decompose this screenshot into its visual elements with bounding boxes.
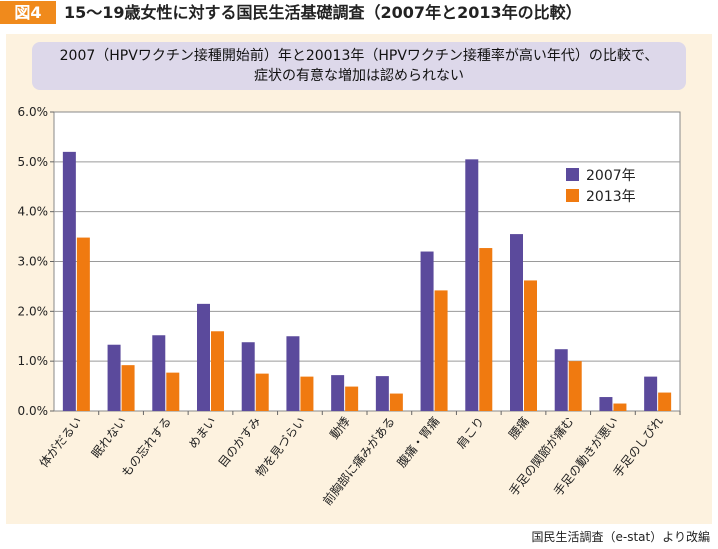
x-tick-label: 目のかすみ xyxy=(216,414,264,470)
subtitle-line-2: 症状の有意な増加は認められない xyxy=(254,68,464,84)
bar-2013 xyxy=(211,331,224,411)
y-tick-label: 6.0% xyxy=(18,105,49,119)
bar-2013 xyxy=(524,280,537,411)
x-tick-label: 腹痛・胃痛 xyxy=(394,414,443,471)
bar-2013 xyxy=(389,393,403,411)
y-tick-label: 4.0% xyxy=(18,205,49,219)
bar-2013 xyxy=(658,392,672,411)
y-tick-label: 5.0% xyxy=(18,155,49,169)
bar-2007 xyxy=(644,376,658,411)
bar-2013 xyxy=(166,372,180,411)
bar-2013 xyxy=(255,373,269,411)
source-note: 国民生活調査（e-stat）より改編 xyxy=(531,530,711,544)
bar-2013 xyxy=(568,361,582,411)
bar-2007 xyxy=(375,376,389,411)
y-tick-label: 0.0% xyxy=(18,404,49,418)
bar-2013 xyxy=(479,248,493,411)
bar-2007 xyxy=(599,397,613,411)
legend-label-2007: 2007年 xyxy=(586,168,636,184)
bar-2013 xyxy=(76,237,90,411)
subtitle-line-1: 2007（HPVワクチン接種開始前）年と20013年（HPVワクチン接種率が高い… xyxy=(59,48,659,64)
subtitle-box: 2007（HPVワクチン接種開始前）年と20013年（HPVワクチン接種率が高い… xyxy=(32,42,686,90)
bar-chart: 0.0%1.0%2.0%3.0%4.0%5.0%6.0%体がだるい 眠れないもの忘… xyxy=(18,105,681,508)
x-tick-label: 腰痛 xyxy=(505,414,532,442)
bar-2007 xyxy=(152,335,166,411)
figure-number: 図4 xyxy=(0,1,56,24)
bar-2007 xyxy=(554,349,568,411)
figure-header: 図4 15～19歳女性に対する国民生活基礎調査（2007年と2013年の比較） xyxy=(0,0,718,26)
bar-2007 xyxy=(510,234,523,411)
bar-2007 xyxy=(331,375,345,411)
bar-2013 xyxy=(345,386,359,411)
x-tick-label: 眠れない xyxy=(89,414,130,460)
bar-2007 xyxy=(62,151,76,411)
bar-2007 xyxy=(420,251,434,411)
x-tick-label: 肩こり xyxy=(453,414,487,452)
x-tick-label: 動悸 xyxy=(327,414,353,442)
bar-2013 xyxy=(121,365,135,411)
bar-2013 xyxy=(613,403,627,411)
legend-swatch-2007 xyxy=(566,168,579,181)
y-tick-label: 3.0% xyxy=(18,255,49,269)
bar-2013 xyxy=(300,376,314,411)
y-tick-label: 1.0% xyxy=(18,354,49,368)
y-tick-label: 2.0% xyxy=(18,304,49,318)
bar-2007 xyxy=(197,303,210,411)
x-tick-label: 体がだるい xyxy=(36,414,85,471)
legend-swatch-2013 xyxy=(566,189,579,202)
bar-2007 xyxy=(286,336,300,411)
bar-2013 xyxy=(434,290,448,411)
chart-panel: 2007（HPVワクチン接種開始前）年と20013年（HPVワクチン接種率が高い… xyxy=(6,34,712,524)
legend-label-2013: 2013年 xyxy=(586,189,636,205)
bar-2007 xyxy=(241,342,255,411)
bar-2007 xyxy=(107,344,121,411)
figure-title: 15～19歳女性に対する国民生活基礎調査（2007年と2013年の比較） xyxy=(64,3,582,22)
x-tick-label: めまい xyxy=(186,414,219,451)
bar-2007 xyxy=(465,159,479,411)
